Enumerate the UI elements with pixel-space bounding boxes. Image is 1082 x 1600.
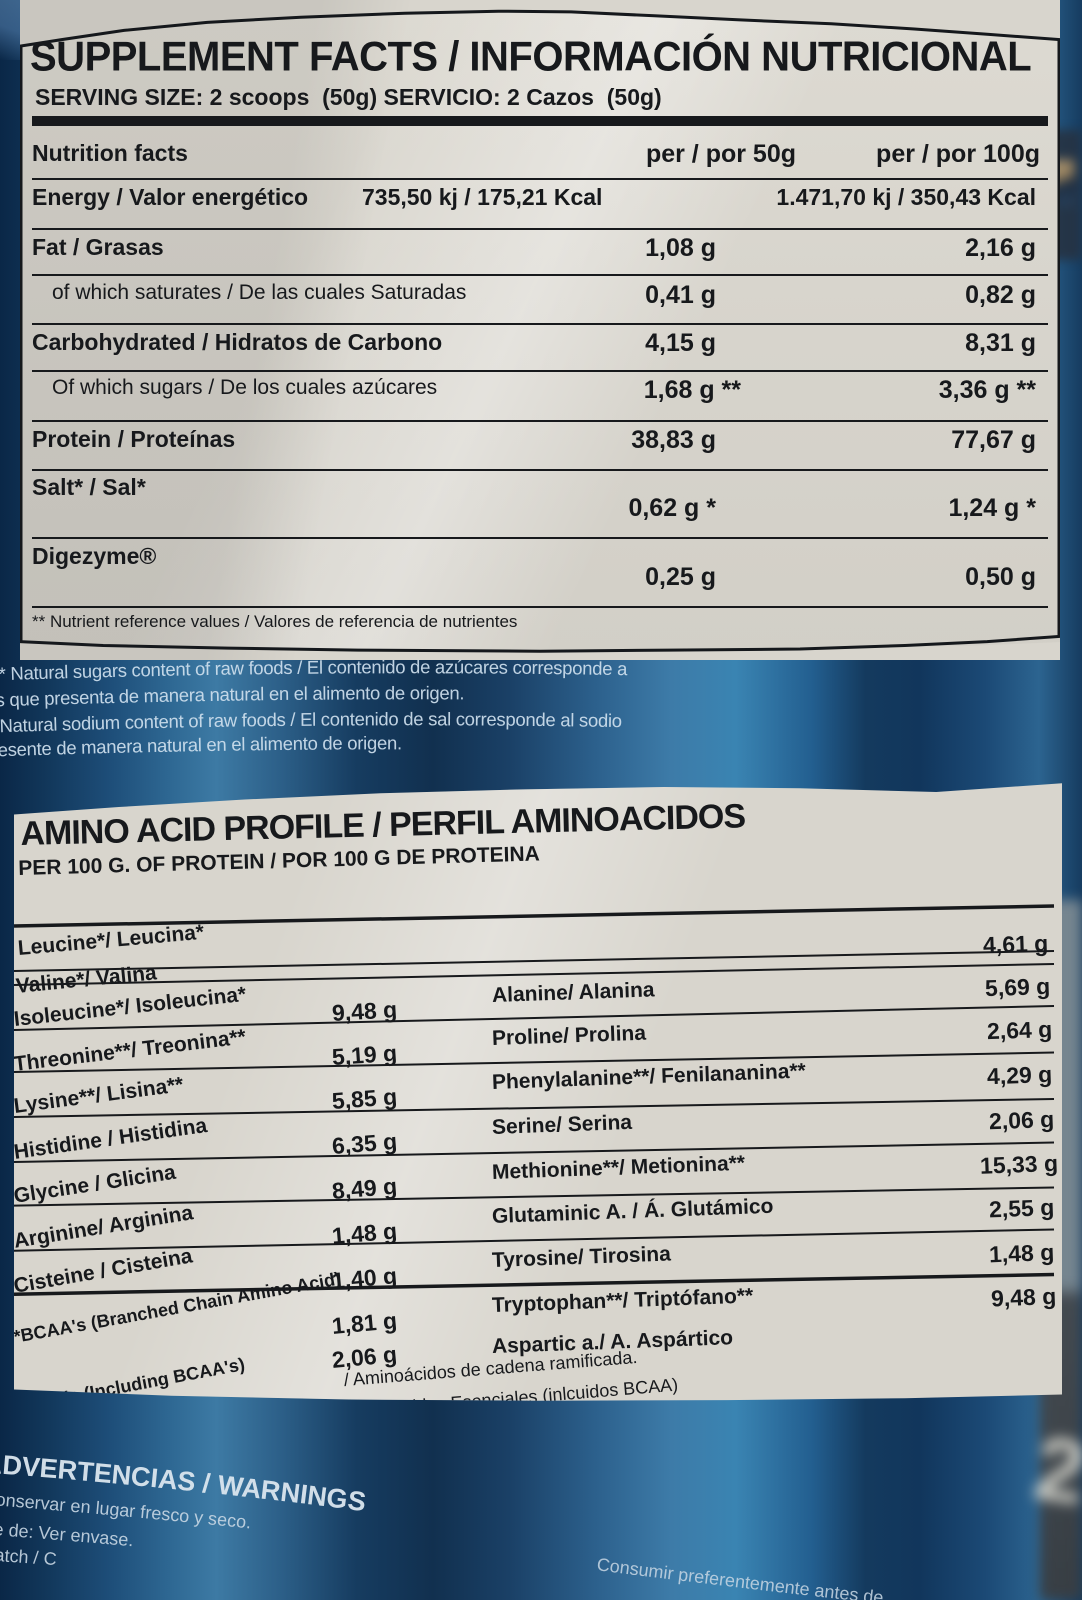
svg-text:presente de manera natural en: presente de manera natural en el aliment… xyxy=(0,732,402,761)
svg-text:* Natural sodium content of ra: * Natural sodium content of raw foods / … xyxy=(0,708,622,736)
svg-text:** Natural sugars content of r: ** Natural sugars content of raw foods /… xyxy=(0,656,628,684)
svg-text:Fe de: Ver envase.: Fe de: Ver envase. xyxy=(0,1518,134,1550)
svg-text:Consumir preferentemente antes: Consumir preferentemente antes de xyxy=(596,1554,885,1600)
svg-text:los que presenta de manera nat: los que presenta de manera natural en el… xyxy=(0,682,464,711)
svg-text:Batch / C: Batch / C xyxy=(0,1544,57,1569)
